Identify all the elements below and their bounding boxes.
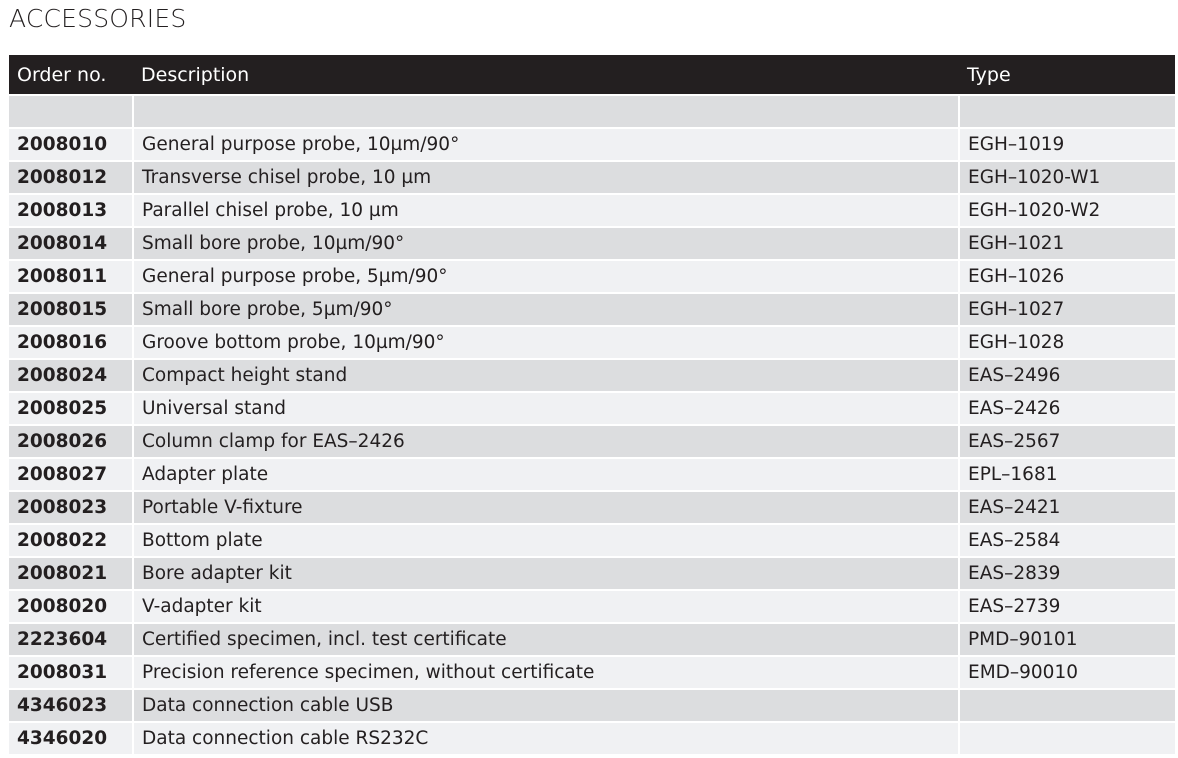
table-row: 2008026 Column clamp for EAS–2426 EAS–2567 [9,424,1175,458]
table-row: 2008012 Transverse chisel probe, 10 µm EGH… [9,160,1175,194]
order-number-cell: 2008027 [9,457,133,491]
header-order-no: Order no. [9,55,133,95]
table-row: 4346023 Data connection cable USB [9,688,1175,722]
type-cell: EGH–1027 [958,292,1175,326]
table-row: 4346020 Data connection cable RS232C [9,721,1175,754]
type-cell: EGH–1026 [958,259,1175,293]
type-cell: EAS–2839 [958,556,1175,590]
order-number-cell: 2008012 [9,160,133,194]
type-cell [958,721,1175,754]
description-cell: General purpose probe, 5µm/90° [132,259,959,293]
order-number-cell: 2008026 [9,424,133,458]
type-cell: EGH–1020-W1 [958,160,1175,194]
order-number-cell [9,94,133,128]
order-number-cell: 2008010 [9,127,133,161]
description-cell: Compact height stand [132,358,959,392]
description-cell [132,94,959,128]
table-row: 2008014 Small bore probe, 10µm/90° EGH–102… [9,226,1175,260]
table-row: 2008027 Adapter plate EPL–1681 [9,457,1175,491]
page-title: ACCESSORIES [9,4,187,33]
type-cell: EAS–2496 [958,358,1175,392]
type-cell: EAS–2421 [958,490,1175,524]
order-number-cell: 4346023 [9,688,133,722]
order-number-cell: 2008021 [9,556,133,590]
type-cell: EGH–1019 [958,127,1175,161]
order-number-cell: 2008013 [9,193,133,227]
order-number-cell: 2008024 [9,358,133,392]
table-row: 2008010 General purpose probe, 10µm/90° EG… [9,127,1175,161]
type-cell: EAS–2584 [958,523,1175,557]
table-row: 2008020 V-adapter kit EAS–2739 [9,589,1175,623]
table-row: 2008024 Compact height stand EAS–2496 [9,358,1175,392]
table-row: 2008021 Bore adapter kit EAS–2839 [9,556,1175,590]
type-cell: EAS–2567 [958,424,1175,458]
accessories-table: Order no. Description Type 2008010 Genera… [9,55,1175,754]
table-row: 2008025 Universal stand EAS–2426 [9,391,1175,425]
table-row: 2008031 Precision reference specimen, wit… [9,655,1175,689]
order-number-cell: 4346020 [9,721,133,754]
description-cell: Small bore probe, 10µm/90° [132,226,959,260]
table-row: 2008022 Bottom plate EAS–2584 [9,523,1175,557]
order-number-cell: 2008011 [9,259,133,293]
type-cell: EAS–2426 [958,391,1175,425]
description-cell: Universal stand [132,391,959,425]
order-number-cell: 2223604 [9,622,133,656]
table-row: 2008013 Parallel chisel probe, 10 µm EGH–1… [9,193,1175,227]
description-cell: Portable V-fixture [132,490,959,524]
table-row: 2223604 Certified specimen, incl. test ce… [9,622,1175,656]
type-cell: PMD–90101 [958,622,1175,656]
table-row: 2008011 General purpose probe, 5µm/90° EGH… [9,259,1175,293]
type-cell: EGH–1020-W2 [958,193,1175,227]
description-cell: Data connection cable RS232C [132,721,959,754]
description-cell: Adapter plate [132,457,959,491]
type-cell: EGH–1021 [958,226,1175,260]
description-cell: Groove bottom probe, 10µm/90° [132,325,959,359]
type-cell: EGH–1028 [958,325,1175,359]
description-cell: Precision reference specimen, without ce… [132,655,959,689]
description-cell: Column clamp for EAS–2426 [132,424,959,458]
order-number-cell: 2008031 [9,655,133,689]
order-number-cell: 2008014 [9,226,133,260]
table-row: 2008016 Groove bottom probe, 10µm/90° EGH–… [9,325,1175,359]
description-cell: Small bore probe, 5µm/90° [132,292,959,326]
order-number-cell: 2008015 [9,292,133,326]
type-cell [958,94,1175,128]
description-cell: Certified specimen, incl. test certifica… [132,622,959,656]
type-cell: EMD–90010 [958,655,1175,689]
description-cell: Data connection cable USB [132,688,959,722]
table-row [9,94,1175,128]
description-cell: Bore adapter kit [132,556,959,590]
order-number-cell: 2008016 [9,325,133,359]
table-row: 2008015 Small bore probe, 5µm/90° EGH–1027 [9,292,1175,326]
order-number-cell: 2008025 [9,391,133,425]
description-cell: Transverse chisel probe, 10 µm [132,160,959,194]
header-type: Type [959,55,1175,95]
description-cell: V-adapter kit [132,589,959,623]
header-description: Description [133,55,959,95]
description-cell: Bottom plate [132,523,959,557]
type-cell [958,688,1175,722]
type-cell: EAS–2739 [958,589,1175,623]
order-number-cell: 2008020 [9,589,133,623]
description-cell: General purpose probe, 10µm/90° [132,127,959,161]
table-row: 2008023 Portable V-fixture EAS–2421 [9,490,1175,524]
type-cell: EPL–1681 [958,457,1175,491]
order-number-cell: 2008023 [9,490,133,524]
description-cell: Parallel chisel probe, 10 µm [132,193,959,227]
table-header: Order no. Description Type [9,55,1175,95]
order-number-cell: 2008022 [9,523,133,557]
